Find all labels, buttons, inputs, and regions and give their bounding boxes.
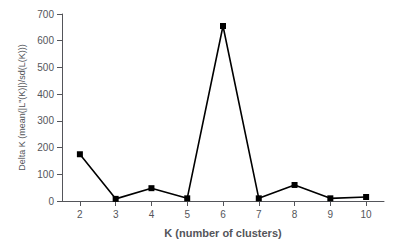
svg-text:4: 4 — [149, 209, 155, 220]
svg-text:100: 100 — [37, 169, 54, 180]
svg-text:7: 7 — [256, 209, 262, 220]
svg-text:300: 300 — [37, 115, 54, 126]
svg-text:600: 600 — [37, 35, 54, 46]
svg-text:10: 10 — [361, 209, 373, 220]
svg-text:K (number of clusters): K (number of clusters) — [164, 227, 282, 239]
svg-text:3: 3 — [113, 209, 119, 220]
svg-text:2: 2 — [77, 209, 83, 220]
svg-text:400: 400 — [37, 89, 54, 100]
svg-text:9: 9 — [328, 209, 334, 220]
svg-text:5: 5 — [184, 209, 190, 220]
svg-text:700: 700 — [37, 9, 54, 20]
svg-text:8: 8 — [292, 209, 298, 220]
svg-text:0: 0 — [48, 196, 54, 207]
svg-text:Delta K (mean(|Lʺ(K)|)/sd(L(K): Delta K (mean(|Lʺ(K)|)/sd(L(K))) — [17, 44, 27, 170]
svg-text:500: 500 — [37, 62, 54, 73]
svg-text:200: 200 — [37, 142, 54, 153]
svg-text:6: 6 — [220, 209, 226, 220]
